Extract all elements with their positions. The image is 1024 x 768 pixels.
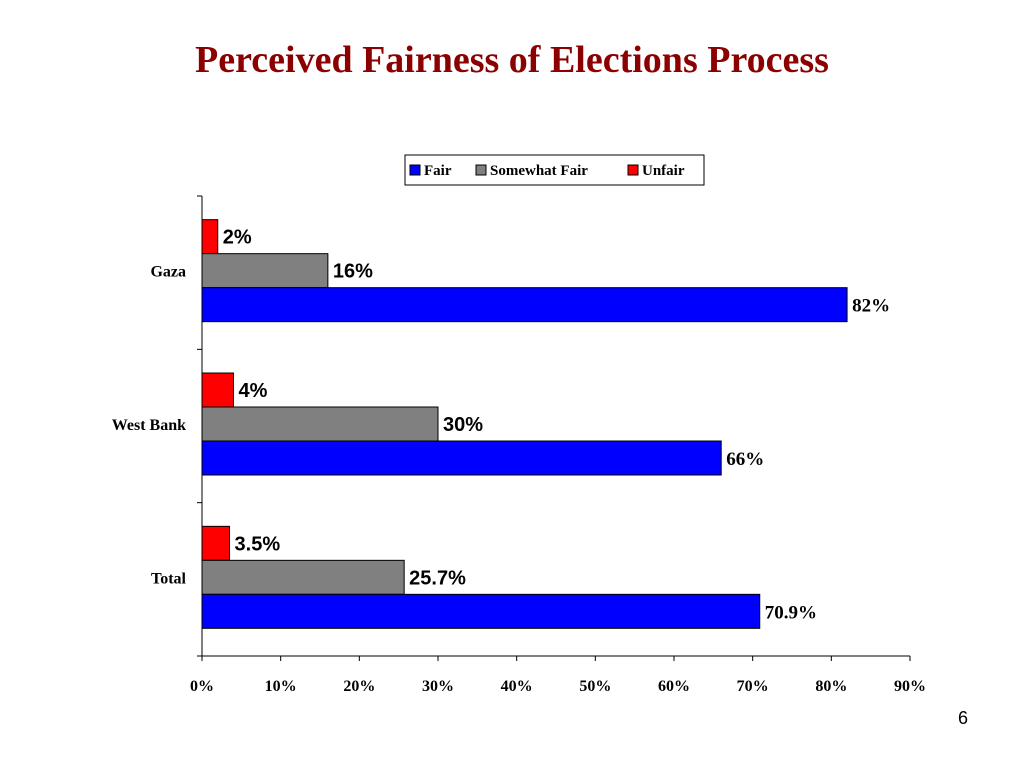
data-label: 3.5% bbox=[235, 533, 281, 555]
legend-label: Fair bbox=[424, 163, 452, 179]
legend-box bbox=[404, 154, 705, 186]
data-label: 82% bbox=[852, 296, 890, 317]
data-label: 66% bbox=[726, 449, 764, 470]
data-label: 70.9% bbox=[765, 602, 817, 623]
category-label: Gaza bbox=[150, 264, 186, 281]
legend-label: Somewhat Fair bbox=[490, 163, 588, 179]
x-tick-label: 90% bbox=[894, 678, 926, 695]
bar-somewhat-fair bbox=[201, 253, 329, 289]
data-label: 25.7% bbox=[409, 567, 466, 589]
category-label: West Bank bbox=[112, 417, 186, 434]
x-tick-label: 80% bbox=[815, 678, 847, 695]
bar-fair bbox=[201, 593, 761, 629]
chart-axes: 0% 10% 20% 30% 40% 50% 60% 70% 80% 90% Gaza West Ba… bbox=[112, 195, 926, 695]
bar-unfair bbox=[201, 219, 219, 255]
bar-somewhat-fair bbox=[201, 559, 405, 595]
chart-legend: Fair Somewhat Fair Unfair bbox=[404, 154, 705, 186]
x-tick-label: 60% bbox=[658, 678, 690, 695]
x-tick-label: 20% bbox=[343, 678, 375, 695]
x-tick-label: 0% bbox=[190, 678, 214, 695]
legend-label: Unfair bbox=[642, 163, 685, 179]
legend-swatch bbox=[409, 164, 421, 176]
x-tick-label: 70% bbox=[737, 678, 769, 695]
bar-somewhat-fair bbox=[201, 406, 439, 442]
legend-swatch bbox=[475, 164, 487, 176]
chart-bars: 2% 16% 82% 4% 30% 66% 3.5% 25.7% 70.9% bbox=[201, 219, 890, 629]
x-tick-label: 40% bbox=[501, 678, 533, 695]
page-title: Perceived Fairness of Elections Process bbox=[195, 39, 829, 81]
bar-fair bbox=[201, 287, 848, 323]
data-label: 4% bbox=[238, 380, 267, 402]
page-number: 6 bbox=[957, 708, 968, 728]
bar-unfair bbox=[201, 372, 234, 408]
bar-fair bbox=[201, 440, 722, 476]
x-tick-label: 50% bbox=[579, 678, 611, 695]
x-tick-label: 10% bbox=[265, 678, 297, 695]
legend-swatch bbox=[627, 164, 639, 176]
data-label: 16% bbox=[333, 261, 373, 283]
bar-unfair bbox=[201, 525, 231, 561]
data-label: 30% bbox=[443, 414, 483, 436]
category-label: Total bbox=[151, 570, 187, 587]
x-tick-label: 30% bbox=[422, 678, 454, 695]
data-label: 2% bbox=[223, 227, 252, 249]
